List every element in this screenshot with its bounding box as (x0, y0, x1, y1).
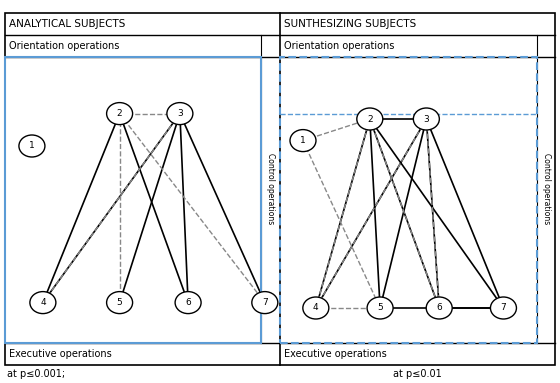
Ellipse shape (491, 297, 516, 319)
Ellipse shape (106, 291, 133, 314)
Ellipse shape (303, 297, 329, 319)
Text: 2: 2 (117, 109, 123, 118)
Text: 4: 4 (40, 298, 46, 307)
Text: at p≤0.01: at p≤0.01 (393, 369, 442, 379)
Text: Control operations: Control operations (542, 153, 550, 224)
Ellipse shape (426, 297, 452, 319)
Text: Orientation operations: Orientation operations (9, 41, 119, 51)
Text: Executive operations: Executive operations (284, 349, 387, 359)
Ellipse shape (357, 108, 383, 130)
Text: Executive operations: Executive operations (9, 349, 112, 359)
Bar (280, 57, 537, 343)
Text: 6: 6 (436, 303, 442, 313)
Text: Orientation operations: Orientation operations (284, 41, 394, 51)
Text: 5: 5 (377, 303, 383, 313)
Ellipse shape (175, 291, 201, 314)
Bar (5, 57, 261, 343)
Text: 3: 3 (423, 115, 429, 123)
Text: 1: 1 (29, 141, 35, 151)
Text: 5: 5 (116, 298, 123, 307)
Text: 3: 3 (177, 109, 183, 118)
Text: 2: 2 (367, 115, 372, 123)
Ellipse shape (367, 297, 393, 319)
Text: 7: 7 (262, 298, 268, 307)
Text: 6: 6 (185, 298, 191, 307)
Text: SUNTHESIZING SUBJECTS: SUNTHESIZING SUBJECTS (284, 19, 416, 29)
Ellipse shape (19, 135, 45, 157)
Ellipse shape (252, 291, 278, 314)
Text: 1: 1 (300, 136, 306, 145)
Ellipse shape (167, 103, 193, 124)
Ellipse shape (290, 129, 316, 152)
Text: at p≤0.001;: at p≤0.001; (7, 369, 65, 379)
Text: Control operations: Control operations (265, 153, 274, 224)
Ellipse shape (106, 103, 133, 124)
Ellipse shape (30, 291, 56, 314)
Text: ANALYTICAL SUBJECTS: ANALYTICAL SUBJECTS (9, 19, 125, 29)
Text: 7: 7 (501, 303, 506, 313)
Ellipse shape (413, 108, 440, 130)
Text: 4: 4 (313, 303, 319, 313)
